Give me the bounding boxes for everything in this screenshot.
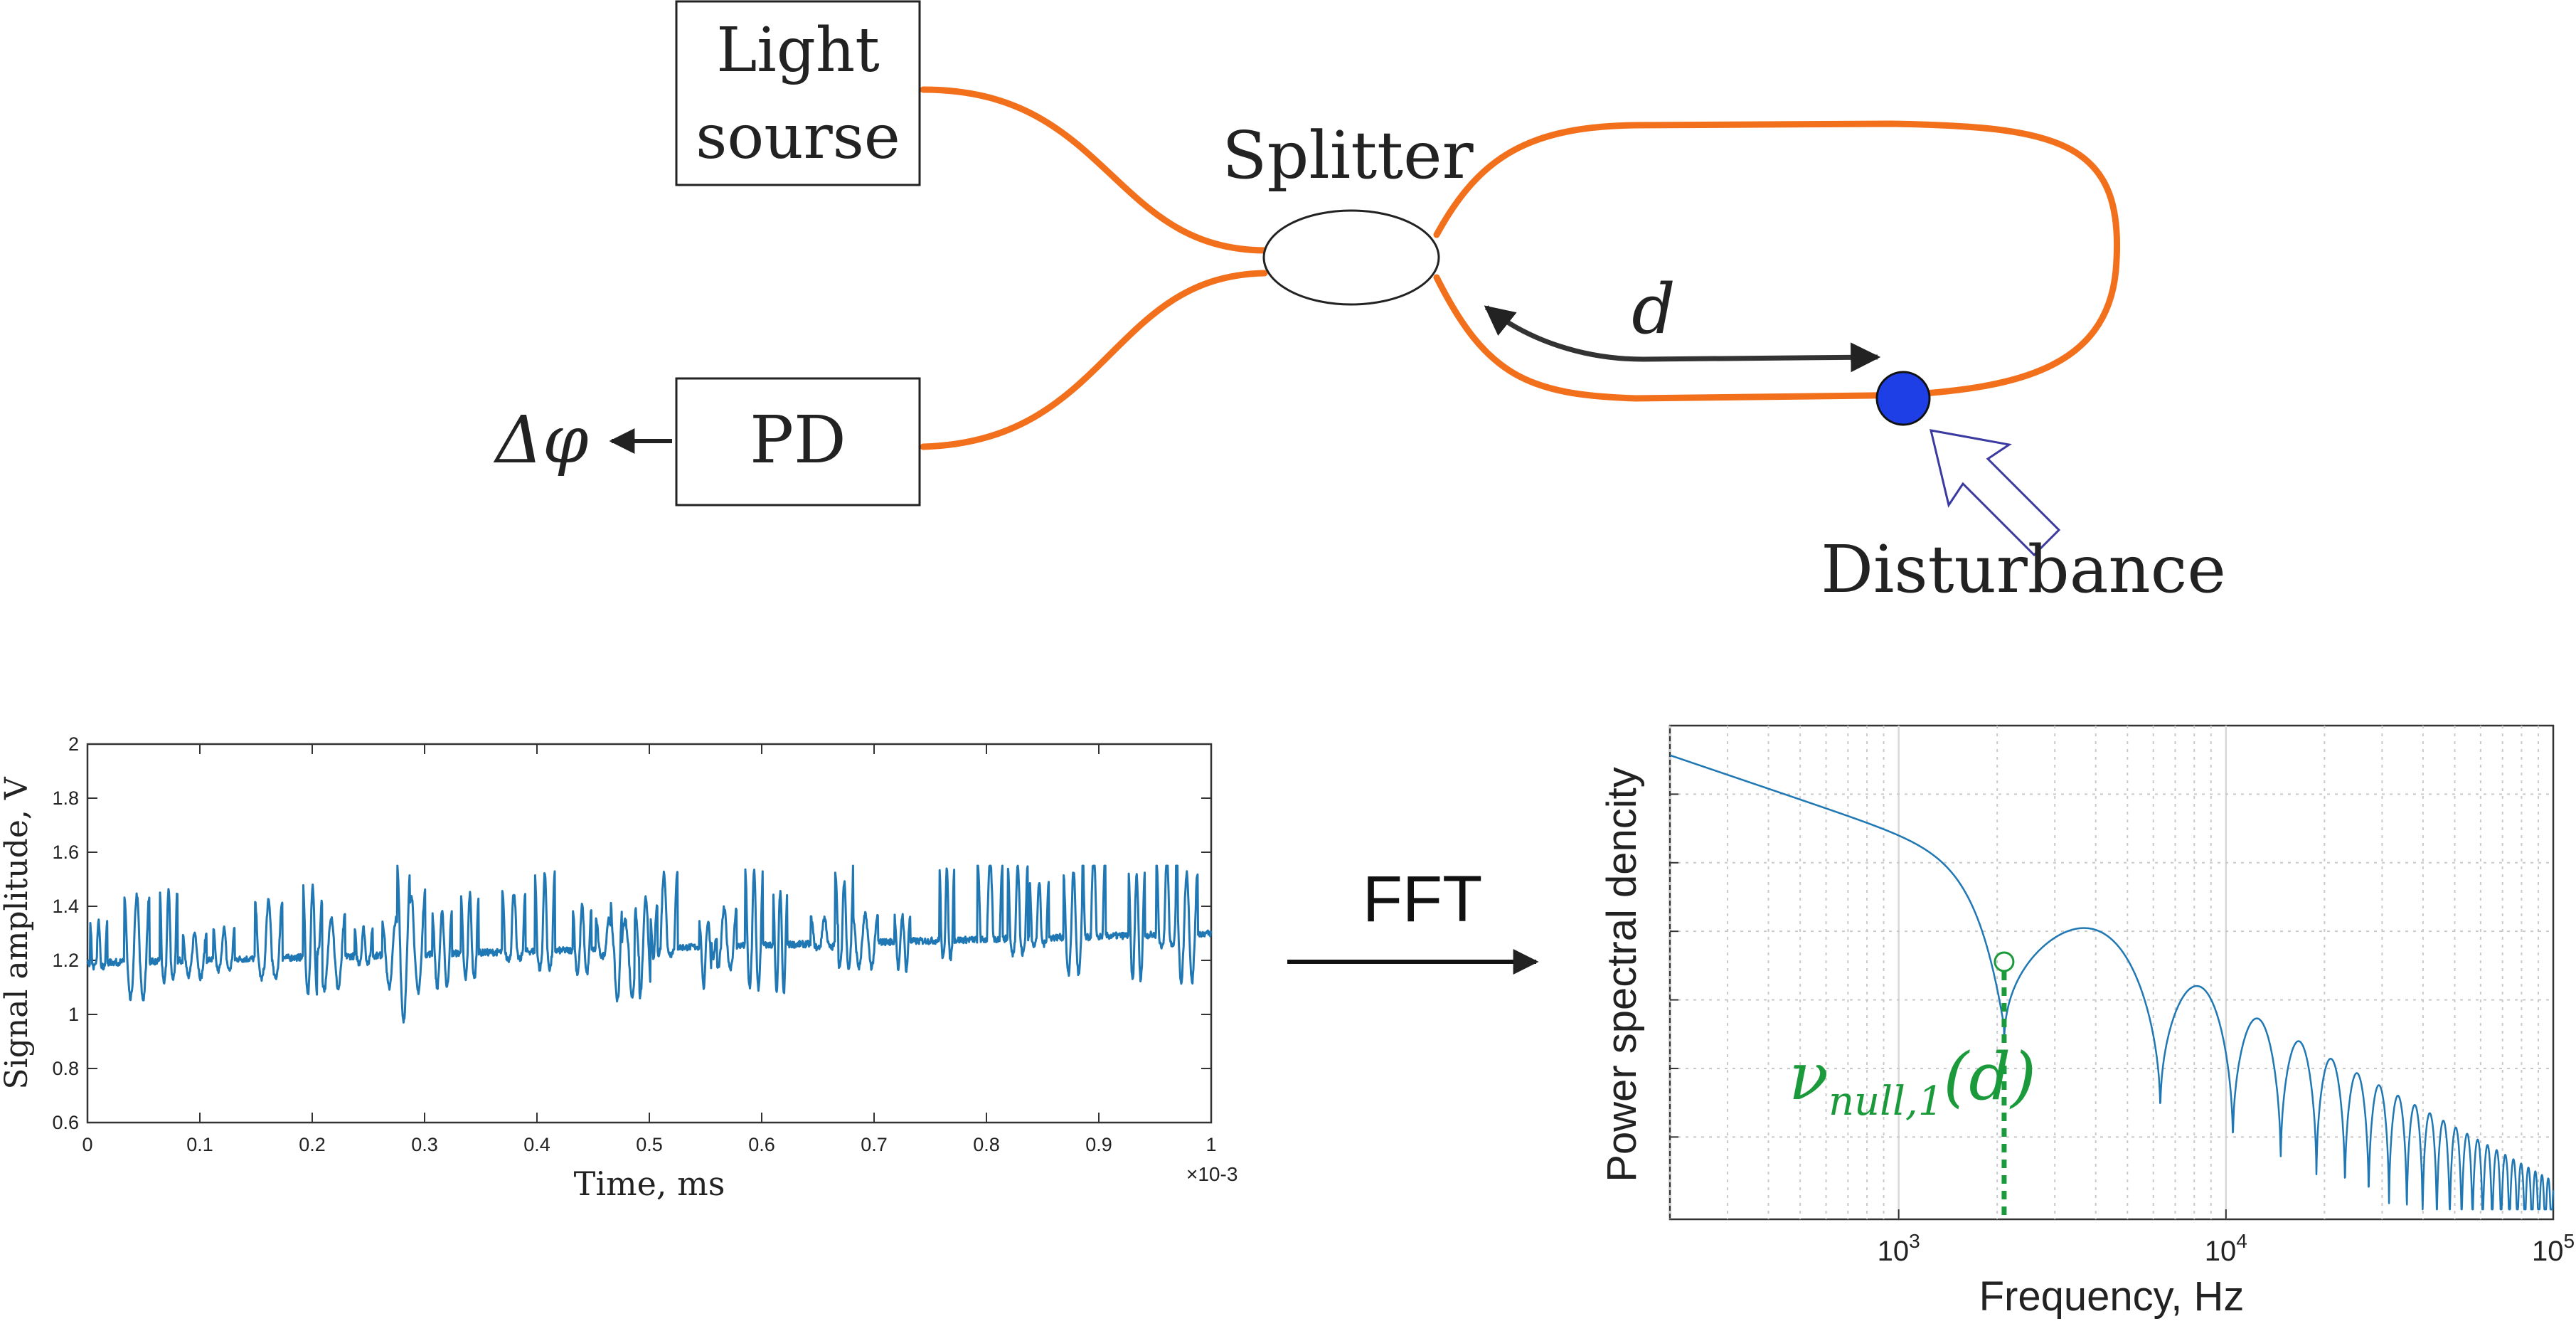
x-tick-label: 0.3 — [411, 1134, 438, 1155]
y-tick-label: 1.6 — [52, 842, 79, 863]
photodetector-box — [675, 377, 921, 506]
y-tick-label: 1 — [68, 1004, 79, 1025]
y-tick-label: 1.4 — [52, 896, 79, 917]
x-tick-label: 105 — [2532, 1230, 2575, 1267]
x-tick-label: 0.6 — [748, 1134, 775, 1155]
x-tick-label: 1 — [1205, 1134, 1216, 1155]
null-frequency-marker-circle — [1994, 951, 2015, 972]
spectrum-grid — [1669, 726, 2553, 1219]
null-frequency-annotation: νnull,1(d) — [1789, 1039, 2036, 1125]
x-tick-label: 0.5 — [636, 1134, 663, 1155]
time-chart-frame — [86, 743, 1213, 1124]
x-tick-label: 0.2 — [299, 1134, 326, 1155]
y-tick-label: 0.8 — [52, 1058, 79, 1079]
x-tick-label: 0 — [82, 1134, 92, 1155]
time-chart-xlabel: Time, ms — [574, 1165, 725, 1203]
x-tick-label: 0.1 — [186, 1134, 213, 1155]
light-source-box — [675, 0, 921, 186]
spectrum-xlabel: Frequency, Hz — [1979, 1273, 2245, 1320]
spectrum-chart: 103 104 105 νnull,1(d) Frequency, Hz Power… — [1599, 724, 2575, 1320]
fiber-loop — [1433, 120, 2121, 398]
splitter-label: Splitter — [1222, 117, 1473, 193]
light-source-label-line1: Light — [716, 15, 880, 86]
spectrum-series — [1669, 754, 2555, 1211]
time-chart-x-exponent: ×10-3 — [1186, 1163, 1238, 1185]
time-signal-chart: 0.60.811.21.41.61.82 0 0.1 0.2 0.3 0.4 0.5 0.6… — [0, 733, 1238, 1203]
splitter-ellipse — [1262, 209, 1440, 306]
disturbance-label: Disturbance — [1821, 531, 2226, 608]
light-source-label-line2: sourse — [696, 102, 900, 173]
time-chart-x-ticks: 0 0.1 0.2 0.3 0.4 0.5 0.6 0.7 0.8 0.9 1 — [82, 744, 1217, 1155]
distance-label: d — [1632, 270, 1675, 349]
fiber-pd — [920, 270, 1268, 450]
time-signal-series — [86, 864, 1213, 1024]
time-chart-ylabel: Signal amplitude, V — [0, 776, 35, 1089]
y-tick-label: 1.8 — [52, 787, 79, 809]
time-chart-y-ticks: 0.6 0.8 1 1.2 1.4 1.6 1.8 2 — [52, 733, 1211, 1133]
x-tick-label: 0.7 — [861, 1134, 888, 1155]
x-tick-label: 103 — [1878, 1230, 1920, 1267]
disturbance-point — [1875, 371, 1931, 426]
y-tick-label: 2 — [68, 733, 79, 755]
fiber-light-source — [920, 86, 1268, 254]
photodetector-label: PD — [750, 402, 846, 478]
spectrum-ylabel: Power spectral dencity — [1599, 767, 1645, 1182]
fiber-lower-arm — [1433, 274, 1910, 402]
spectrum-x-ticks: 103 104 105 — [1878, 1209, 2575, 1267]
y-tick-label: 1.2 — [52, 950, 79, 971]
x-tick-label: 104 — [2205, 1230, 2247, 1267]
x-tick-label: 0.8 — [973, 1134, 1000, 1155]
disturbance-arrow-icon — [1930, 429, 2061, 557]
distance-arrow — [1484, 305, 1881, 373]
phase-difference-label: Δφ — [494, 402, 589, 478]
x-tick-label: 0.4 — [523, 1134, 550, 1155]
x-tick-label: 0.9 — [1085, 1134, 1112, 1155]
fft-transition: FFT — [1287, 863, 1539, 975]
fiber-diagram: Light sourse PD Δφ Splitter d Disturbanc… — [494, 0, 2226, 608]
y-tick-label: 0.6 — [52, 1112, 79, 1133]
fft-label: FFT — [1363, 863, 1483, 935]
